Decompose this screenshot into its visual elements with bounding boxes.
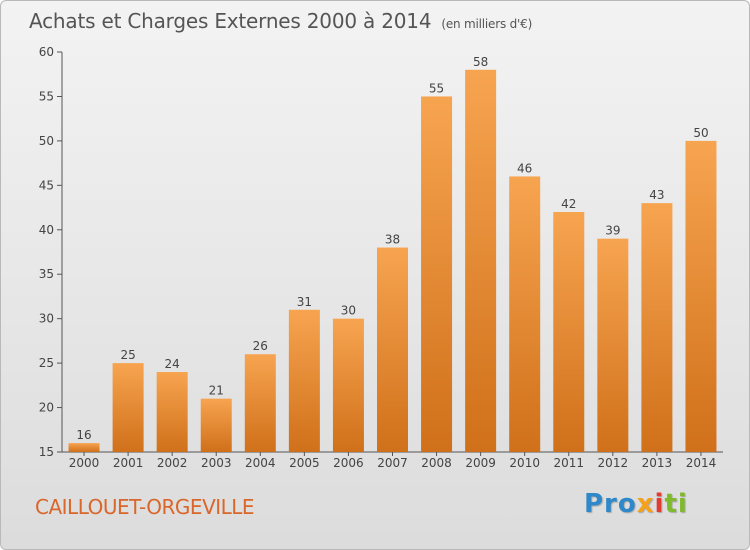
data-label: 30 xyxy=(341,304,356,318)
x-tick-label: 2001 xyxy=(113,456,144,470)
y-tick-label: 45 xyxy=(39,178,54,192)
y-tick-label: 40 xyxy=(39,223,54,237)
x-tick-label: 2009 xyxy=(465,456,496,470)
data-label: 31 xyxy=(297,295,312,309)
x-tick-label: 2013 xyxy=(642,456,673,470)
bar xyxy=(244,354,276,452)
data-label: 43 xyxy=(649,188,664,202)
logo-part-1: Pro xyxy=(584,489,637,519)
data-label: 24 xyxy=(165,357,180,371)
y-tick-label: 20 xyxy=(39,401,54,415)
logo-part-3: i xyxy=(654,489,665,519)
bar xyxy=(156,372,188,452)
bar xyxy=(641,203,673,452)
proxiti-logo: Proxiti xyxy=(584,489,688,519)
data-label: 16 xyxy=(76,428,91,442)
x-tick-label: 2014 xyxy=(686,456,717,470)
bar xyxy=(685,140,717,452)
bar xyxy=(465,69,497,453)
chart-unit: (en milliers d'€) xyxy=(441,17,533,31)
y-tick-label: 15 xyxy=(39,445,54,459)
y-tick-label: 60 xyxy=(39,45,54,59)
x-tick-label: 2011 xyxy=(553,456,584,470)
bar xyxy=(332,318,364,452)
bar xyxy=(112,363,144,452)
data-label: 39 xyxy=(605,224,620,238)
x-tick-label: 2000 xyxy=(69,456,100,470)
x-tick-label: 2012 xyxy=(598,456,629,470)
chart-title: Achats et Charges Externes 2000 à 2014 (e… xyxy=(29,9,532,33)
y-tick-label: 55 xyxy=(39,89,54,103)
x-tick-label: 2004 xyxy=(245,456,276,470)
y-tick-label: 30 xyxy=(39,312,54,326)
bar xyxy=(200,398,232,452)
chart-title-text: Achats et Charges Externes 2000 à 2014 xyxy=(29,9,432,33)
data-label: 21 xyxy=(209,384,224,398)
data-label: 46 xyxy=(517,161,532,175)
bar xyxy=(377,247,408,452)
x-tick-label: 2005 xyxy=(289,456,320,470)
logo-part-2: x xyxy=(636,489,655,519)
bar xyxy=(509,176,541,452)
x-tick-label: 2008 xyxy=(421,456,452,470)
bar xyxy=(597,238,629,452)
x-tick-label: 2003 xyxy=(201,456,232,470)
data-label: 58 xyxy=(473,55,488,69)
x-tick-label: 2006 xyxy=(333,456,364,470)
y-tick-label: 25 xyxy=(39,356,54,370)
commune-name: CAILLOUET-ORGEVILLE xyxy=(35,495,255,519)
data-label: 42 xyxy=(561,197,576,211)
bar xyxy=(421,96,453,452)
x-tick-label: 2007 xyxy=(377,456,408,470)
bar xyxy=(288,309,320,452)
data-label: 38 xyxy=(385,233,400,247)
data-label: 25 xyxy=(120,348,135,362)
logo-part-4: ti xyxy=(664,489,688,519)
data-label: 55 xyxy=(429,81,444,95)
bar xyxy=(553,212,585,452)
bar xyxy=(68,443,100,452)
y-tick-label: 50 xyxy=(39,134,54,148)
data-label: 50 xyxy=(693,126,708,140)
y-tick-label: 35 xyxy=(39,267,54,281)
x-tick-label: 2002 xyxy=(157,456,188,470)
x-tick-label: 2010 xyxy=(509,456,540,470)
data-label: 26 xyxy=(253,339,268,353)
